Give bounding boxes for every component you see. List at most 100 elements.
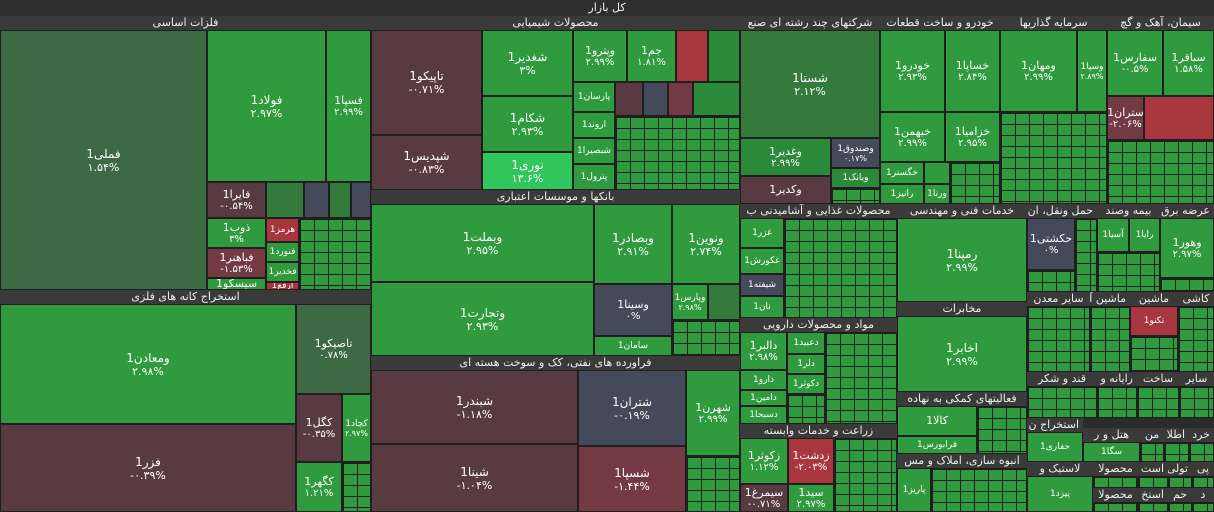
sector-other[interactable]: سایر: [1179, 372, 1214, 418]
tile-vghadir[interactable]: وغدیر1 ۲.۹۹%: [740, 138, 831, 176]
sector-cement[interactable]: سیمان، آهک و گچ سفارس1 -۰.۵% سباقر1 ۱.۵۸% …: [1107, 16, 1214, 204]
tile-shtran[interactable]: شتران1 -۰.۱۹%: [578, 370, 686, 446]
sector-extraction[interactable]: استخراج ن حفاری1: [1027, 418, 1083, 462]
tile-shbandar[interactable]: شبندر1 -۱.۱۸%: [371, 370, 578, 444]
tile-utility-small-grid[interactable]: [1160, 278, 1214, 292]
tile-khodro[interactable]: خودرو1 ۲.۹۳%: [880, 30, 945, 112]
tile-ghkorosh[interactable]: غکورش1: [740, 248, 784, 274]
tile-p-grid[interactable]: [1192, 476, 1214, 488]
tile-dalbr[interactable]: دالبر1 ۲.۹۸%: [740, 332, 787, 370]
sector-other-mining[interactable]: سایر معدن: [1027, 292, 1090, 372]
tile-vmahan[interactable]: ومهان1 ۲.۹۹%: [1000, 30, 1077, 112]
tile-farabours[interactable]: فرابورس1: [897, 436, 977, 454]
tile-arvand[interactable]: اروند1: [573, 112, 615, 138]
sector-machinery[interactable]: ماشین آ: [1090, 292, 1130, 372]
tile-fzar[interactable]: فزر1 -۰.۳۹%: [0, 424, 296, 512]
tile-nan[interactable]: نان1: [740, 296, 784, 318]
tile-vbmellat[interactable]: وبملت1 ۲.۹۵%: [371, 204, 594, 282]
tile-computer-grid[interactable]: [1097, 386, 1137, 418]
tile-simorgh[interactable]: سیمرغ1 -۰.۷۱%: [740, 484, 788, 512]
tile-kgohar[interactable]: کگهر1 ۱.۲۱%: [296, 462, 342, 512]
tile-kgol[interactable]: کگل1 -۰.۳۵%: [296, 394, 342, 462]
tile-fsepa[interactable]: فسپا1 ۲.۹۹%: [326, 30, 371, 182]
sector-refinery[interactable]: فراورده های نفتی، کک و سوخت هسته ای شبند…: [371, 356, 740, 512]
tile-khgostar[interactable]: خگستر1: [880, 162, 924, 184]
tile-vsandoq[interactable]: وصندوق1 ۰.۱۷%: [831, 138, 880, 168]
tile-sid[interactable]: سید1 ۲.۹۷%: [788, 484, 834, 512]
tile-seisco[interactable]: سیسکو1: [207, 278, 266, 290]
tile-metal-a[interactable]: [266, 182, 304, 218]
tile-smga[interactable]: سگا1: [1083, 442, 1140, 462]
tile-dkosar[interactable]: دکوثر1: [787, 374, 825, 394]
sector-multi[interactable]: شرکتهای چند رشته ای صنع شستا1 ۲.۱۲% وغدیر…: [740, 16, 880, 204]
tile-stran[interactable]: ستران1 -۲.۰۶%: [1107, 96, 1144, 140]
tile-chem-f[interactable]: [693, 82, 740, 116]
tile-pharma-small-grid[interactable]: [787, 394, 825, 424]
sector-transport[interactable]: حمل ونقل، ان حکشتی1 ۰%: [1027, 204, 1097, 292]
tile-machinery2-grid[interactable]: [1130, 336, 1178, 372]
sector-chemicals[interactable]: محصولات شیمیایی تاپیکو1 -۰.۷۱% شپدیس1 -۰.۸…: [371, 16, 740, 190]
tile-tapiko[interactable]: تاپیکو1 -۰.۷۱%: [371, 30, 482, 135]
sector-product[interactable]: محصولا محصولا: [1093, 462, 1138, 512]
tile-shasta[interactable]: شستا1 ۲.۱۲%: [740, 30, 880, 138]
tile-fanvard[interactable]: فنورد1: [266, 242, 299, 262]
tile-zdsht[interactable]: زدشت1 -۲.۰۳%: [788, 438, 834, 484]
tile-ghazar[interactable]: غزر1: [740, 218, 784, 248]
tile-parbiz[interactable]: پاریز1: [897, 468, 931, 512]
tile-vkadir[interactable]: وکدیر1: [740, 176, 831, 204]
tile-shespa[interactable]: شسپا1 -۱.۴۴%: [578, 446, 686, 512]
tile-vsapa[interactable]: وسپا1 ۲.۸۹%: [1077, 30, 1107, 112]
tile-other-mining-grid[interactable]: [1027, 306, 1090, 372]
sector-support[interactable]: فعالیتهای کمکی به نهاده کالا1 فرابورس1: [897, 392, 1027, 454]
sector-hotel[interactable]: هتل و ر سگا1: [1083, 428, 1140, 462]
tile-metal-b[interactable]: [304, 182, 329, 218]
tile-m-grid[interactable]: [1140, 442, 1164, 462]
tile-khbahman[interactable]: خبهمن1 ۲.۹۹%: [880, 112, 945, 162]
sector-food[interactable]: محصولات غذایی و آشامیدنی ب غزر1 غکورش1 ش…: [740, 204, 897, 318]
tile-vparsi[interactable]: وپارس1 ۲.۹۸%: [672, 284, 708, 320]
tile-hafari[interactable]: حفاری1: [1027, 432, 1083, 462]
tile-multi-small-grid[interactable]: [831, 188, 880, 204]
sector-agri[interactable]: زراعت و خدمات وابسته زکوثر1 ۱.۱۲% زدشت1 -۲…: [740, 424, 897, 512]
tile-mining-small-grid[interactable]: [342, 462, 371, 512]
sector-telecom[interactable]: مخابرات اخابر1 ۲.۹۹%: [897, 302, 1027, 392]
tile-chem-b[interactable]: [708, 30, 740, 82]
tile-daloor[interactable]: دلر1: [787, 354, 825, 374]
tile-invest-small-grid[interactable]: [1000, 112, 1107, 204]
tile-building-small-grid[interactable]: [931, 468, 1027, 512]
tile-vhoor[interactable]: وهور1 ۲.۹۷%: [1160, 218, 1214, 278]
sector-computer[interactable]: رایانه و: [1097, 372, 1137, 418]
sector-building[interactable]: انبوه سازی، املاک و مس پاریز1: [897, 454, 1027, 512]
tile-arfa[interactable]: ارفع1: [266, 282, 299, 290]
tile-vbank[interactable]: وبانک1: [831, 168, 880, 188]
tile-chem-c[interactable]: [615, 82, 643, 116]
tile-damin[interactable]: دامین1: [740, 390, 787, 406]
tile-fameli[interactable]: فملی1 ۱.۵۴%: [0, 30, 207, 290]
tile-zob[interactable]: ذوب1 ۳%: [207, 218, 266, 248]
tile-p-grid-2[interactable]: [1192, 502, 1214, 512]
tile-insurance-small-grid[interactable]: [1097, 252, 1160, 292]
tile-atla-grid[interactable]: [1164, 442, 1189, 462]
tile-saman[interactable]: سامان1: [594, 336, 672, 356]
sector-toli[interactable]: تولی حم: [1168, 462, 1192, 512]
tile-product-grid-2[interactable]: [1093, 502, 1138, 512]
tile-transport-small-grid[interactable]: [1075, 218, 1097, 292]
tile-vsina[interactable]: وسینا1 ۰%: [594, 284, 672, 336]
tile-auto-a[interactable]: [924, 162, 950, 184]
tile-dtid[interactable]: دعبید1: [787, 332, 825, 354]
sector-tech[interactable]: خدمات فنی و مهندسی رمپنا1 ۲.۹۹%: [897, 204, 1027, 302]
tile-vpetro[interactable]: وپترو1 ۲.۹۹%: [573, 30, 627, 82]
tile-metals-small-grid[interactable]: [299, 218, 371, 290]
sector-banks[interactable]: بانکها و موسسات اعتباری وبملت1 ۲.۹۵% وتجا…: [371, 190, 740, 356]
sector-m[interactable]: من: [1140, 428, 1164, 462]
tile-chem-e[interactable]: [668, 82, 693, 116]
sector-tiles[interactable]: کاشی: [1178, 292, 1214, 372]
tile-metal-c[interactable]: [329, 182, 351, 218]
tile-petrol[interactable]: پترول1: [573, 164, 615, 190]
tile-cement-small-grid[interactable]: [1107, 140, 1214, 204]
tile-foolad[interactable]: فولاد1 ۲.۹۷%: [207, 30, 326, 182]
tile-sugar-grid[interactable]: [1027, 386, 1097, 418]
tile-ast-grid[interactable]: [1138, 476, 1168, 488]
tile-vtejarat[interactable]: وتجارت1 ۲.۹۳%: [371, 282, 594, 356]
tile-fabahonar[interactable]: فباهنر1 -۱.۵۳%: [207, 248, 266, 278]
